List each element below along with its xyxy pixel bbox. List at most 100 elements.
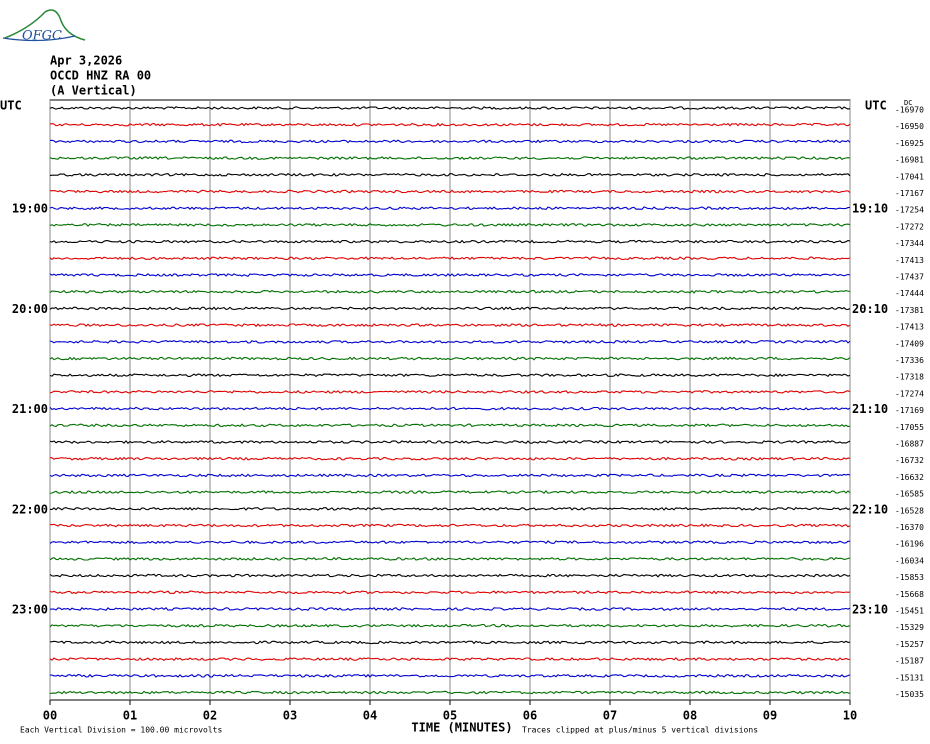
trace: [49, 607, 851, 611]
trace: [49, 473, 851, 478]
hour-label-right: 23:10: [852, 603, 888, 617]
dc-offset: -17254: [895, 206, 924, 215]
trace: [49, 339, 851, 344]
dc-offset: -16370: [895, 523, 924, 532]
trace: [49, 239, 851, 244]
dc-offset: -16528: [895, 506, 924, 515]
hour-label-left: 22:00: [12, 502, 48, 516]
dc-offset: -15668: [895, 590, 924, 599]
x-tick-label: 10: [843, 709, 857, 723]
dc-offset: -17344: [895, 239, 924, 248]
dc-offset: -15853: [895, 573, 924, 582]
trace: [49, 556, 851, 561]
trace: [49, 373, 851, 378]
trace: [49, 206, 851, 211]
hour-label-right: 19:10: [852, 202, 888, 216]
trace: [49, 122, 851, 127]
logo: OFGC: [22, 29, 62, 44]
hour-label-left: 21:00: [12, 402, 48, 416]
dc-offset: -17437: [895, 273, 924, 282]
x-tick-label: 05: [443, 709, 457, 723]
station: OCCD HNZ RA 00: [50, 69, 151, 83]
dc-offset: -17413: [895, 256, 924, 265]
trace: [49, 440, 851, 444]
dc-offset: -17274: [895, 389, 924, 398]
trace: [49, 306, 851, 311]
trace: [49, 256, 851, 261]
dc-offset: -17272: [895, 222, 924, 231]
dc-offset: -17409: [895, 339, 924, 348]
dc-offset: -17336: [895, 356, 924, 365]
dc-offset: -15035: [895, 690, 924, 699]
hour-label-left: 20:00: [12, 302, 48, 316]
x-tick-label: 04: [363, 709, 377, 723]
dc-offset: -16970: [895, 106, 924, 115]
logo-swoosh: [2, 35, 76, 42]
date: Apr 3,2026: [50, 54, 122, 68]
trace: [49, 640, 851, 645]
hour-label-right: 21:10: [852, 402, 888, 416]
dc-offset: -16196: [895, 540, 924, 549]
dc-offset: -15451: [895, 607, 924, 616]
dc-offset: -17169: [895, 406, 924, 415]
trace: [49, 106, 851, 110]
dc-offset: -16732: [895, 456, 924, 465]
x-tick-label: 03: [283, 709, 297, 723]
x-tick-label: 01: [123, 709, 137, 723]
dc-offset: -17041: [895, 172, 924, 181]
trace: [49, 540, 851, 545]
dc-offset: -17167: [895, 189, 924, 198]
trace: [49, 172, 851, 177]
trace: [49, 139, 851, 144]
dc-offset: -15187: [895, 657, 924, 666]
component: (A Vertical): [50, 84, 137, 98]
dc-offset: -17444: [895, 289, 924, 298]
dc-offset: -16925: [895, 139, 924, 148]
x-tick-label: 08: [683, 709, 697, 723]
x-tick-label: 07: [603, 709, 617, 723]
dc-offset: -17381: [895, 306, 924, 315]
trace: [49, 673, 851, 678]
trace: [49, 323, 851, 328]
hour-label-right: 20:10: [852, 302, 888, 316]
dc-offset: -15329: [895, 623, 924, 632]
footnote-right: Traces clipped at plus/minus 5 vertical …: [522, 726, 758, 735]
trace: [49, 523, 851, 528]
dc-offset: -16034: [895, 556, 924, 565]
trace: [49, 657, 851, 662]
dc-offset: -15257: [895, 640, 924, 649]
dc-offset: -15131: [895, 673, 924, 682]
x-tick-label: 06: [523, 709, 537, 723]
dc-offset: -17318: [895, 373, 924, 382]
trace: [49, 456, 851, 461]
hour-label-right: 22:10: [852, 502, 888, 516]
trace: [49, 406, 851, 411]
dc-header: DC: [904, 99, 912, 107]
x-tick-label: 09: [763, 709, 777, 723]
dc-offset: -16950: [895, 122, 924, 131]
x-tick-label: 02: [203, 709, 217, 723]
dc-offset: -16585: [895, 490, 924, 499]
trace: [49, 273, 851, 277]
trace: [49, 590, 851, 595]
trace: [49, 490, 851, 495]
dc-offset: -16981: [895, 156, 924, 165]
trace: [49, 289, 851, 294]
hour-label-left: 19:00: [12, 202, 48, 216]
trace: [49, 389, 851, 394]
trace: [49, 356, 851, 361]
x-axis-label: TIME (MINUTES): [411, 721, 512, 735]
dc-offset: -16632: [895, 473, 924, 482]
trace: [49, 573, 851, 578]
tz-right: UTC: [865, 99, 887, 113]
dc-offset: -16887: [895, 440, 924, 449]
trace: [49, 423, 851, 428]
hour-label-left: 23:00: [12, 603, 48, 617]
trace: [49, 222, 851, 227]
dc-offset: -17413: [895, 323, 924, 332]
dc-offset: -17055: [895, 423, 924, 432]
trace: [49, 623, 851, 628]
logo-curve: [4, 9, 86, 41]
trace: [49, 156, 851, 161]
